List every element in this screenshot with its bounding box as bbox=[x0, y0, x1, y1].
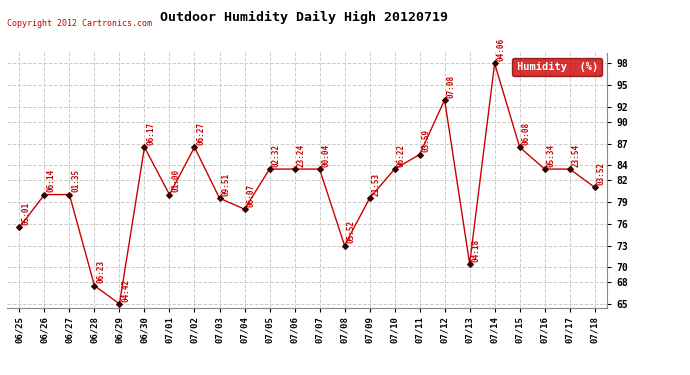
Point bbox=[189, 144, 200, 150]
Point bbox=[489, 60, 500, 66]
Point bbox=[514, 144, 525, 150]
Text: Outdoor Humidity Daily High 20120719: Outdoor Humidity Daily High 20120719 bbox=[159, 11, 448, 24]
Point bbox=[414, 152, 425, 157]
Point bbox=[564, 166, 575, 172]
Text: 06:17: 06:17 bbox=[146, 122, 155, 145]
Point bbox=[164, 192, 175, 198]
Point bbox=[589, 184, 600, 190]
Text: 06:14: 06:14 bbox=[46, 169, 55, 192]
Point bbox=[314, 166, 325, 172]
Point bbox=[89, 283, 100, 289]
Point bbox=[464, 261, 475, 267]
Text: 00:04: 00:04 bbox=[322, 144, 331, 167]
Point bbox=[39, 192, 50, 198]
Text: 05:01: 05:01 bbox=[21, 202, 30, 225]
Point bbox=[114, 301, 125, 307]
Text: 09:51: 09:51 bbox=[221, 173, 230, 196]
Point bbox=[239, 206, 250, 212]
Text: 06:08: 06:08 bbox=[522, 122, 531, 145]
Point bbox=[264, 166, 275, 172]
Text: 05:52: 05:52 bbox=[346, 220, 355, 243]
Point bbox=[539, 166, 550, 172]
Text: 21:53: 21:53 bbox=[372, 173, 381, 196]
Text: 04:06: 04:06 bbox=[497, 38, 506, 61]
Point bbox=[364, 195, 375, 201]
Point bbox=[14, 224, 25, 230]
Text: 06:27: 06:27 bbox=[197, 122, 206, 145]
Point bbox=[214, 195, 225, 201]
Text: 04:42: 04:42 bbox=[121, 279, 130, 302]
Text: 06:07: 06:07 bbox=[246, 184, 255, 207]
Text: 02:32: 02:32 bbox=[272, 144, 281, 167]
Point bbox=[64, 192, 75, 198]
Text: 06:23: 06:23 bbox=[97, 260, 106, 284]
Point bbox=[439, 97, 450, 103]
Text: 06:22: 06:22 bbox=[397, 144, 406, 167]
Text: 04:18: 04:18 bbox=[472, 238, 481, 262]
Point bbox=[139, 144, 150, 150]
Text: 03:52: 03:52 bbox=[597, 162, 606, 185]
Text: 23:24: 23:24 bbox=[297, 144, 306, 167]
Point bbox=[339, 243, 350, 249]
Text: Copyright 2012 Cartronics.com: Copyright 2012 Cartronics.com bbox=[7, 20, 152, 28]
Text: 01:35: 01:35 bbox=[72, 169, 81, 192]
Point bbox=[389, 166, 400, 172]
Text: 05:34: 05:34 bbox=[546, 144, 555, 167]
Text: 01:00: 01:00 bbox=[172, 169, 181, 192]
Point bbox=[289, 166, 300, 172]
Legend: Humidity  (%): Humidity (%) bbox=[513, 58, 602, 76]
Text: 03:59: 03:59 bbox=[422, 129, 431, 152]
Text: 07:08: 07:08 bbox=[446, 75, 455, 98]
Text: 23:54: 23:54 bbox=[572, 144, 581, 167]
